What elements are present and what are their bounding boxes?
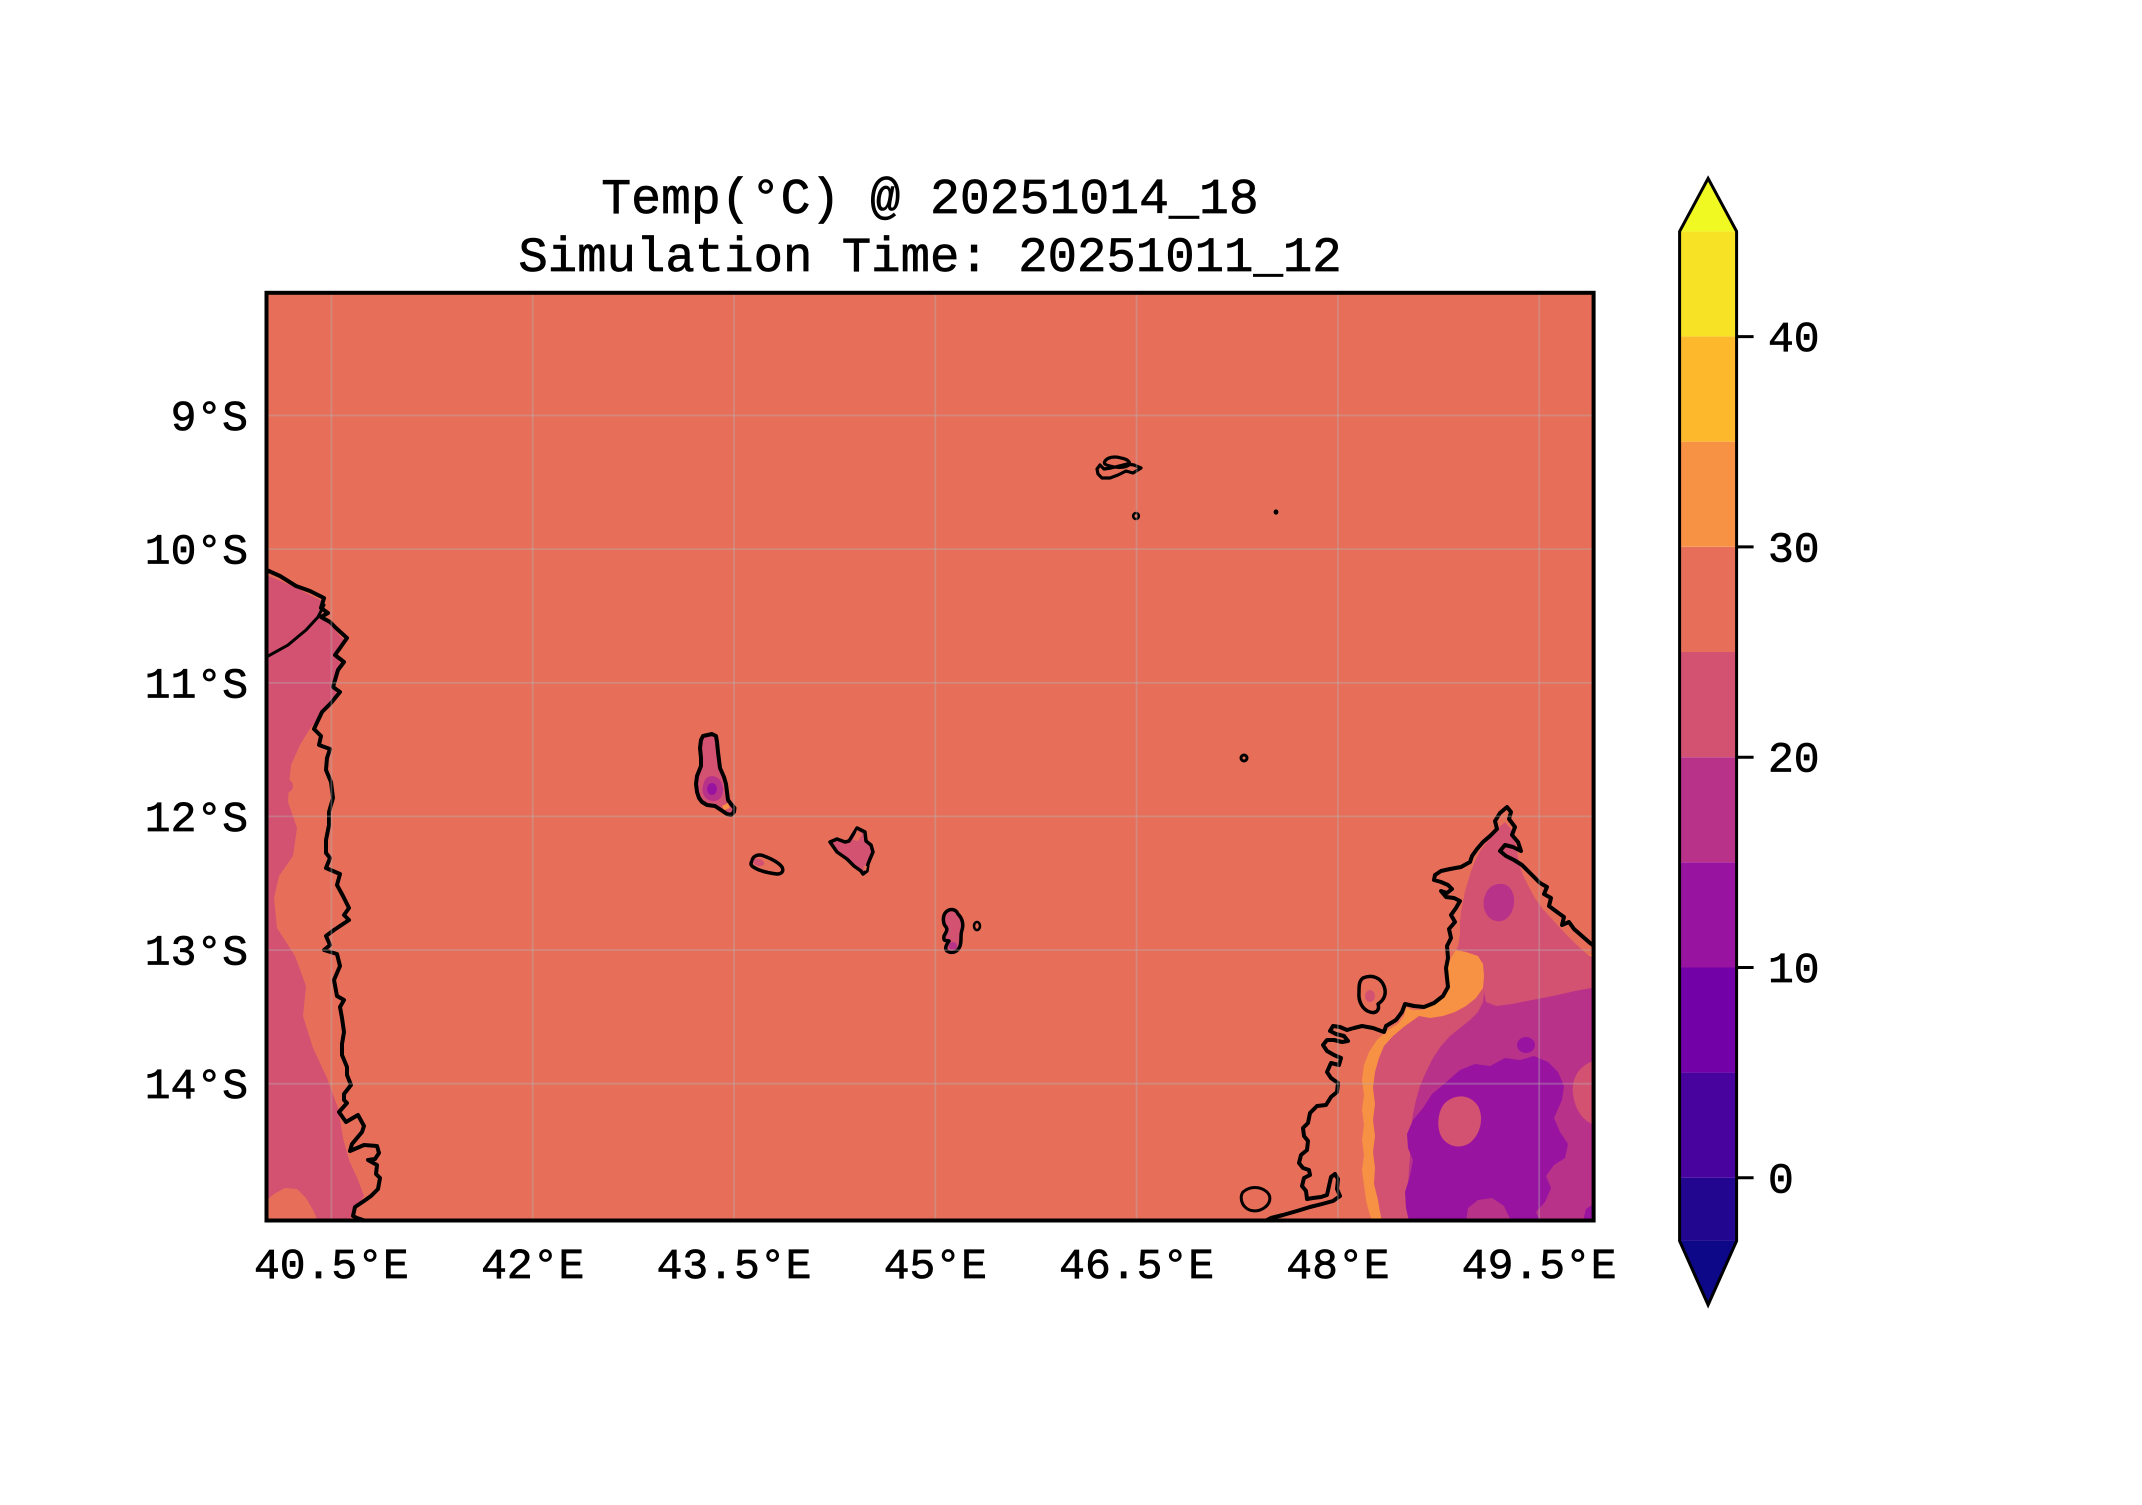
svg-text:43.5°E: 43.5°E: [657, 1242, 812, 1291]
svg-text:40.5°E: 40.5°E: [254, 1242, 409, 1291]
svg-text:48°E: 48°E: [1286, 1242, 1389, 1291]
svg-text:9°S: 9°S: [171, 394, 248, 443]
svg-text:11°S: 11°S: [145, 661, 248, 710]
svg-text:10: 10: [1768, 946, 1820, 995]
svg-text:14°S: 14°S: [145, 1062, 248, 1111]
svg-text:Temp(°C) @ 20251014_18: Temp(°C) @ 20251014_18: [601, 172, 1258, 228]
svg-text:46.5°E: 46.5°E: [1059, 1242, 1214, 1291]
svg-text:13°S: 13°S: [145, 929, 248, 978]
svg-text:45°E: 45°E: [884, 1242, 987, 1291]
svg-text:42°E: 42°E: [481, 1242, 584, 1291]
svg-text:12°S: 12°S: [145, 795, 248, 844]
svg-text:Simulation Time: 20251011_12: Simulation Time: 20251011_12: [518, 230, 1341, 286]
svg-text:10°S: 10°S: [145, 528, 248, 577]
svg-text:49.5°E: 49.5°E: [1462, 1242, 1617, 1291]
svg-text:40: 40: [1768, 315, 1820, 364]
svg-text:20: 20: [1768, 736, 1820, 785]
svg-text:30: 30: [1768, 525, 1820, 574]
svg-text:0: 0: [1768, 1156, 1794, 1205]
